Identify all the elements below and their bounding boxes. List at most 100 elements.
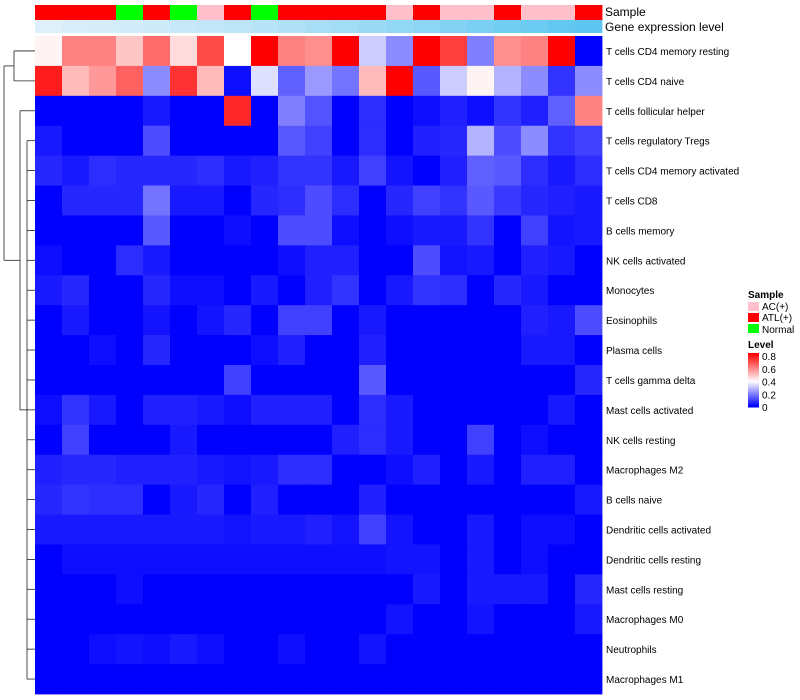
sample-annotation-cell bbox=[62, 5, 90, 20]
heatmap-cell bbox=[548, 215, 576, 246]
heatmap-cell bbox=[521, 36, 549, 67]
heatmap-cell bbox=[413, 664, 441, 695]
level-colorbar-step bbox=[748, 375, 759, 378]
heatmap-cell bbox=[305, 335, 333, 366]
heatmap-cell bbox=[89, 36, 117, 67]
level-colorbar-step bbox=[748, 394, 759, 397]
level-colorbar-step bbox=[748, 398, 759, 401]
heatmap-cell bbox=[548, 305, 576, 336]
heatmap-cell bbox=[386, 215, 414, 246]
heatmap-cell bbox=[62, 424, 90, 456]
sample-annotation-cell bbox=[197, 5, 225, 20]
level-colorbar-step bbox=[748, 405, 759, 408]
heatmap-cell bbox=[170, 365, 198, 396]
heatmap-cell bbox=[143, 454, 171, 486]
heatmap-cell bbox=[89, 275, 117, 306]
heatmap-cell bbox=[332, 574, 360, 605]
row-label: Mast cells activated bbox=[606, 406, 693, 417]
heatmap-cell bbox=[35, 544, 63, 575]
heatmap-cell bbox=[548, 454, 576, 486]
heatmap-cell bbox=[143, 95, 171, 127]
heatmap-cell bbox=[467, 155, 495, 186]
row-label: Eosinophils bbox=[606, 316, 657, 327]
expression-annotation-cell bbox=[197, 20, 225, 33]
heatmap-cell bbox=[467, 95, 495, 127]
heatmap-cell bbox=[170, 95, 198, 127]
heatmap-cell bbox=[197, 36, 225, 67]
heatmap-cell bbox=[521, 514, 549, 545]
heatmap-cell bbox=[197, 125, 225, 157]
row-label: T cells follicular helper bbox=[606, 107, 705, 118]
heatmap-cell bbox=[143, 65, 171, 97]
heatmap-cell bbox=[494, 634, 522, 665]
row-label: T cells CD4 memory resting bbox=[606, 47, 729, 58]
heatmap-cell bbox=[359, 275, 387, 306]
heatmap-cell bbox=[575, 574, 603, 605]
legend-label-ac: AC(+) bbox=[762, 302, 788, 313]
expression-annotation-cell bbox=[35, 20, 63, 33]
heatmap-cell bbox=[278, 514, 306, 545]
heatmap-cell bbox=[35, 365, 63, 396]
heatmap-cell bbox=[413, 454, 441, 486]
heatmap-cell bbox=[35, 305, 63, 336]
heatmap-cell bbox=[197, 305, 225, 336]
heatmap-cell bbox=[62, 245, 90, 276]
heatmap-cell bbox=[197, 95, 225, 127]
heatmap-cell bbox=[305, 95, 333, 127]
sample-annotation-cell bbox=[440, 5, 468, 20]
heatmap-cell bbox=[170, 664, 198, 695]
heatmap-cell bbox=[224, 65, 252, 97]
heatmap-cell bbox=[116, 365, 144, 396]
sample-annotation-cell bbox=[413, 5, 441, 20]
heatmap-cell bbox=[116, 275, 144, 306]
expression-annotation-cell bbox=[170, 20, 198, 33]
heatmap-cell bbox=[386, 484, 414, 515]
heatmap-cell bbox=[548, 574, 576, 605]
heatmap-cell bbox=[35, 245, 63, 276]
heatmap-cell bbox=[440, 185, 468, 216]
heatmap-cell bbox=[332, 604, 360, 635]
heatmap-cell bbox=[305, 185, 333, 216]
heatmap-cell bbox=[89, 544, 117, 575]
heatmap-cell bbox=[170, 185, 198, 216]
heatmap-cell bbox=[440, 215, 468, 246]
sample-annotation-cell bbox=[386, 5, 414, 20]
heatmap-cell bbox=[170, 634, 198, 665]
heatmap-cell bbox=[170, 305, 198, 336]
heatmap-cell bbox=[89, 394, 117, 426]
heatmap-cell bbox=[440, 95, 468, 127]
expression-annotation-cell bbox=[278, 20, 306, 33]
heatmap-cell bbox=[251, 604, 279, 635]
sample-annotation-cell bbox=[548, 5, 576, 20]
legend-swatch-normal bbox=[748, 324, 759, 333]
heatmap-cell bbox=[224, 514, 252, 545]
level-colorbar-step bbox=[748, 401, 759, 404]
level-tick-label: 0.4 bbox=[762, 378, 776, 389]
heatmap-cell bbox=[467, 275, 495, 306]
heatmap-cell bbox=[575, 155, 603, 186]
heatmap-cell bbox=[89, 365, 117, 396]
heatmap-cell bbox=[359, 365, 387, 396]
heatmap-cell bbox=[305, 544, 333, 575]
heatmap-cell bbox=[467, 574, 495, 605]
heatmap-cell bbox=[116, 215, 144, 246]
heatmap-cell bbox=[575, 215, 603, 246]
heatmap-cell bbox=[332, 335, 360, 366]
heatmap-cell bbox=[116, 335, 144, 366]
heatmap-cell bbox=[89, 335, 117, 366]
heatmap-cell bbox=[332, 185, 360, 216]
heatmap-cell bbox=[116, 574, 144, 605]
heatmap-cell bbox=[521, 454, 549, 486]
heatmap-cell bbox=[251, 155, 279, 186]
legend-label-atl: ATL(+) bbox=[762, 313, 792, 324]
heatmap-cell bbox=[386, 305, 414, 336]
heatmap-cell bbox=[278, 335, 306, 366]
heatmap-cell bbox=[359, 36, 387, 67]
heatmap-cell bbox=[332, 95, 360, 127]
heatmap-cell bbox=[278, 155, 306, 186]
heatmap-cell bbox=[116, 634, 144, 665]
heatmap-cell bbox=[548, 514, 576, 545]
heatmap-cell bbox=[197, 185, 225, 216]
heatmap-cell bbox=[521, 335, 549, 366]
